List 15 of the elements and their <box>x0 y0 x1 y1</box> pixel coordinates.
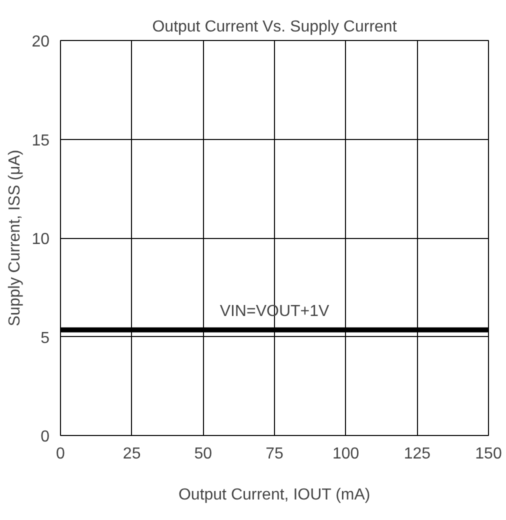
y-tick-label: 15 <box>32 132 50 150</box>
x-tick-label: 25 <box>122 446 141 462</box>
y-tick-label: 20 <box>32 34 50 50</box>
x-tick-label: 0 <box>56 446 66 462</box>
x-tick-label: 150 <box>475 446 502 462</box>
x-tick-label: 125 <box>404 446 431 462</box>
y-tick-label: 0 <box>40 428 50 446</box>
x-tick-label: 100 <box>332 446 360 462</box>
y-axis-title: Supply Current, ISS (μA) <box>6 150 24 326</box>
y-tick-label: 10 <box>32 231 50 248</box>
chart-title: Output Current Vs. Supply Current <box>152 18 398 36</box>
y-tick-label: 5 <box>40 330 50 347</box>
x-tick-label: 75 <box>266 446 284 462</box>
x-axis-title: Output Current, IOUT (mA) <box>178 486 370 504</box>
x-tick-label: 50 <box>194 446 212 462</box>
